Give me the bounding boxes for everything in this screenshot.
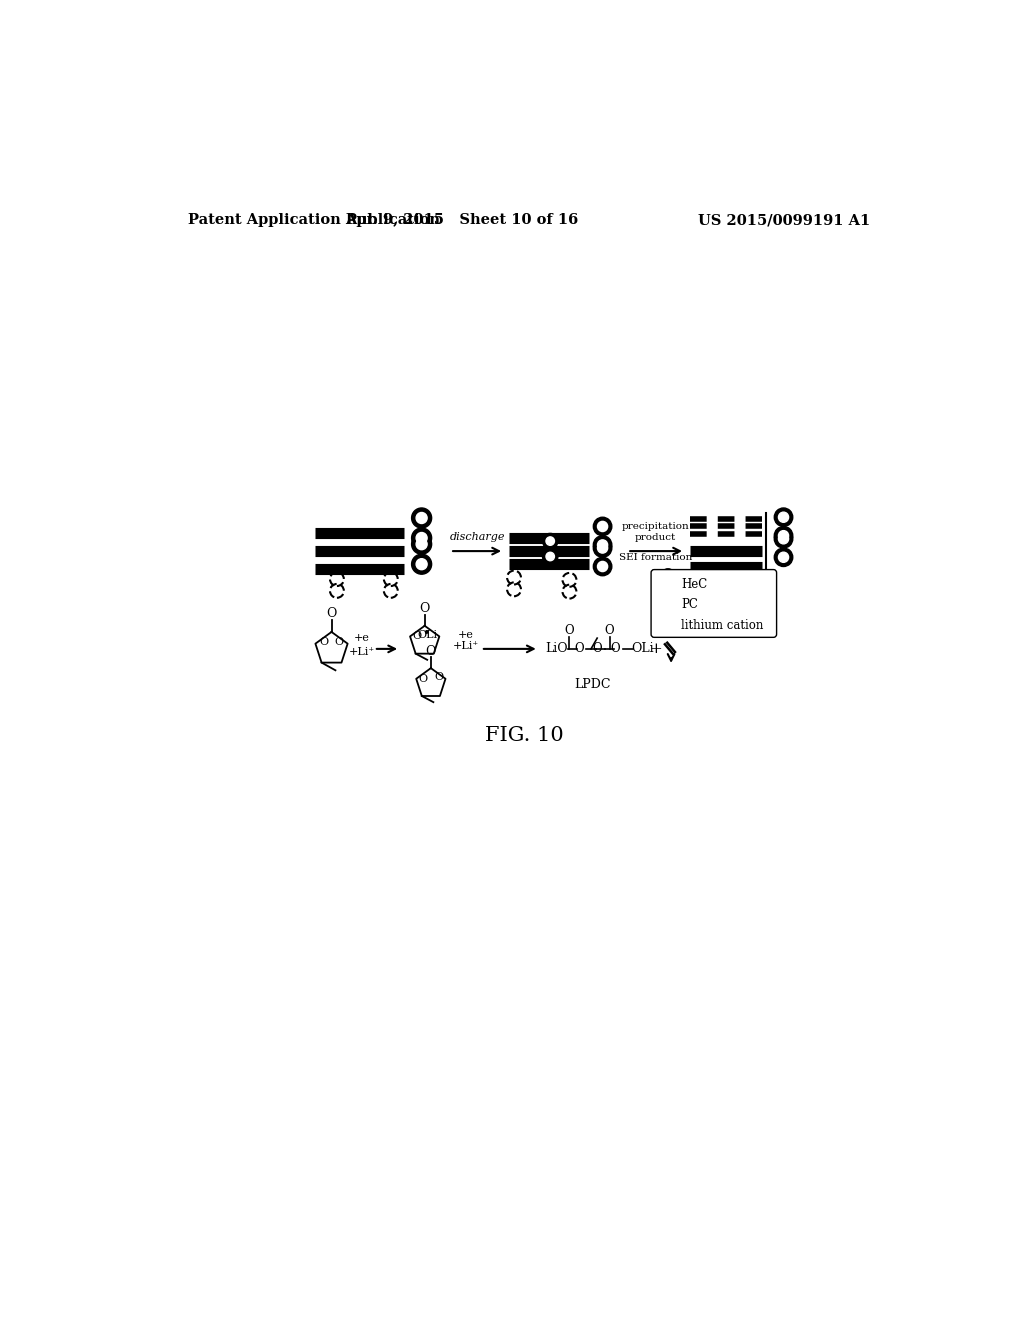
Circle shape — [660, 585, 676, 599]
Text: Apr. 9, 2015   Sheet 10 of 16: Apr. 9, 2015 Sheet 10 of 16 — [345, 213, 579, 227]
Text: Patent Application Publication: Patent Application Publication — [188, 213, 440, 227]
Circle shape — [543, 549, 558, 564]
Text: PC: PC — [681, 598, 698, 611]
Text: LPDC: LPDC — [574, 678, 610, 692]
Text: •: • — [422, 627, 430, 640]
Text: O: O — [573, 643, 584, 656]
Circle shape — [774, 527, 793, 545]
Text: SEI formation: SEI formation — [620, 553, 692, 561]
Text: +Li⁺: +Li⁺ — [348, 647, 375, 657]
Circle shape — [774, 508, 793, 527]
Circle shape — [664, 573, 672, 581]
Circle shape — [665, 622, 671, 628]
Text: HeC: HeC — [681, 578, 708, 591]
Text: O: O — [426, 644, 436, 657]
Text: FIG. 10: FIG. 10 — [485, 726, 564, 746]
Circle shape — [416, 539, 427, 549]
Circle shape — [412, 554, 432, 574]
Text: OLi: OLi — [631, 643, 653, 656]
Circle shape — [593, 557, 611, 576]
Circle shape — [593, 517, 611, 536]
Text: product: product — [635, 533, 676, 543]
Text: O: O — [420, 602, 430, 615]
Circle shape — [597, 543, 607, 553]
Text: O: O — [335, 638, 344, 647]
Circle shape — [778, 552, 788, 562]
Text: +e: +e — [458, 630, 473, 640]
Circle shape — [412, 528, 432, 548]
Text: O: O — [434, 672, 443, 682]
Circle shape — [416, 532, 427, 544]
Circle shape — [774, 529, 793, 548]
Circle shape — [412, 508, 432, 528]
Circle shape — [416, 558, 427, 570]
Circle shape — [597, 561, 607, 572]
Text: O: O — [605, 624, 614, 638]
Text: O: O — [419, 673, 428, 684]
Circle shape — [546, 552, 554, 561]
Text: O: O — [327, 607, 337, 620]
Text: +e: +e — [353, 634, 370, 643]
Circle shape — [593, 539, 611, 557]
Text: O: O — [592, 643, 602, 656]
Text: +: + — [649, 642, 663, 656]
Circle shape — [774, 548, 793, 566]
Circle shape — [778, 512, 788, 523]
Circle shape — [778, 531, 788, 541]
Text: O: O — [564, 624, 574, 638]
Text: +Li⁺: +Li⁺ — [453, 640, 478, 651]
Circle shape — [412, 535, 432, 554]
Circle shape — [597, 521, 607, 532]
Circle shape — [593, 536, 611, 554]
Text: O: O — [611, 643, 621, 656]
Text: US 2015/0099191 A1: US 2015/0099191 A1 — [697, 213, 869, 227]
Circle shape — [778, 533, 788, 544]
Text: precipitation: precipitation — [622, 523, 689, 531]
Text: LiO: LiO — [545, 643, 567, 656]
Text: lithium cation: lithium cation — [681, 619, 764, 631]
Circle shape — [546, 545, 552, 552]
FancyBboxPatch shape — [651, 570, 776, 638]
Text: OLi: OLi — [417, 630, 437, 640]
Circle shape — [597, 540, 607, 550]
Circle shape — [543, 533, 558, 549]
Text: discharge: discharge — [450, 532, 505, 543]
Text: O: O — [319, 638, 329, 647]
Circle shape — [664, 587, 672, 597]
Circle shape — [546, 537, 554, 545]
Text: O: O — [413, 631, 422, 642]
Circle shape — [416, 512, 427, 524]
Circle shape — [660, 569, 676, 585]
